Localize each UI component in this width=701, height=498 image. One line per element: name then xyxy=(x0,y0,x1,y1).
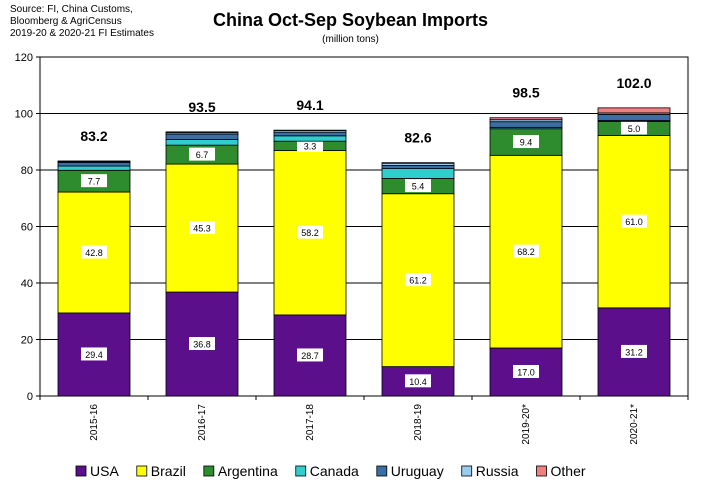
data-label: 7.7 xyxy=(88,177,101,187)
data-label-box xyxy=(405,179,431,193)
x-tick-label: 2019-20* xyxy=(521,404,532,445)
data-label-box xyxy=(621,214,647,228)
source-line: Source: FI, China Customs, xyxy=(10,4,133,15)
legend-swatch-argentina xyxy=(203,465,215,477)
data-label: 5.0 xyxy=(628,124,641,134)
legend-label: Uruguay xyxy=(391,463,444,479)
data-label-box xyxy=(405,273,431,287)
data-label: 9.4 xyxy=(520,138,533,148)
data-label-box xyxy=(513,135,539,149)
data-label-box xyxy=(81,347,107,361)
total-label: 93.5 xyxy=(188,99,215,115)
data-label: 3.3 xyxy=(304,141,317,151)
bar-segment-uruguay xyxy=(597,113,671,121)
data-label-box xyxy=(189,147,215,161)
legend-label: Other xyxy=(551,463,586,479)
source-line: 2019-20 & 2020-21 FI Estimates xyxy=(10,28,154,39)
bar-segment-uruguay xyxy=(489,121,563,128)
data-label-box xyxy=(297,138,323,152)
bar-segment-uruguay xyxy=(273,131,347,137)
data-label: 17.0 xyxy=(517,367,535,377)
chart-subtitle: (million tons) xyxy=(322,34,379,45)
data-label: 31.2 xyxy=(625,347,643,357)
data-label: 36.8 xyxy=(193,340,211,350)
legend-swatch-brazil xyxy=(136,465,148,477)
chart-title: China Oct-Sep Soybean Imports xyxy=(212,10,489,30)
legend-swatch-uruguay xyxy=(376,465,388,477)
bar-segment-uruguay xyxy=(165,133,239,140)
data-label-box xyxy=(297,348,323,362)
bar-segment-canada xyxy=(165,139,239,146)
bar-segment-other xyxy=(57,160,131,162)
bar-segment-canada xyxy=(273,135,347,142)
data-label: 68.2 xyxy=(517,247,535,257)
data-label: 28.7 xyxy=(301,351,319,361)
data-label-box xyxy=(189,221,215,235)
source-note: Source: FI, China Customs, Bloomberg & A… xyxy=(10,4,154,40)
x-tick-label: 2020-21* xyxy=(629,404,640,445)
legend-swatch-other xyxy=(536,465,547,477)
total-label: 94.1 xyxy=(296,97,323,113)
x-tick-label: 2016-17 xyxy=(197,404,208,441)
legend-label: Russia xyxy=(476,463,519,479)
data-label: 45.3 xyxy=(193,224,211,234)
data-label: 58.2 xyxy=(301,228,319,238)
y-tick-label: 60 xyxy=(21,222,33,234)
data-label: 5.4 xyxy=(412,182,425,192)
data-label: 42.8 xyxy=(85,248,103,258)
data-label: 6.7 xyxy=(196,150,209,160)
x-tick-label: 2017-18 xyxy=(305,404,316,441)
y-tick-label: 100 xyxy=(15,109,33,121)
data-label: 61.0 xyxy=(625,217,643,227)
total-label: 83.2 xyxy=(80,128,107,144)
bar-segment-other xyxy=(381,162,455,164)
legend-swatch-usa xyxy=(75,465,87,477)
data-label-box xyxy=(81,245,107,259)
data-label-box xyxy=(297,225,323,239)
legend-label: Brazil xyxy=(151,463,186,479)
bar-segment-other xyxy=(489,117,563,121)
data-label-box xyxy=(513,244,539,258)
y-tick-label: 120 xyxy=(15,52,33,64)
source-line: Bloomberg & AgriCensus xyxy=(10,16,122,27)
y-tick-label: 40 xyxy=(21,278,33,290)
data-label-box xyxy=(405,374,431,388)
data-label-box xyxy=(81,174,107,188)
bar-segment-other xyxy=(597,107,671,114)
data-label: 29.4 xyxy=(85,350,103,360)
data-label: 10.4 xyxy=(409,377,427,387)
bar-segment-other xyxy=(165,131,239,134)
legend-swatch-russia xyxy=(461,465,473,477)
total-label: 102.0 xyxy=(616,75,651,91)
data-label-box xyxy=(189,337,215,351)
legend-label: Argentina xyxy=(218,463,278,479)
bar-segment-canada xyxy=(57,165,131,171)
legend-swatch-canada xyxy=(295,465,307,477)
y-tick-label: 0 xyxy=(27,391,33,403)
legend-label: USA xyxy=(90,463,119,479)
data-label: 61.2 xyxy=(409,276,427,286)
x-tick-label: 2015-16 xyxy=(89,404,100,441)
total-label: 98.5 xyxy=(512,85,539,101)
bar-segment-uruguay xyxy=(57,161,131,167)
data-label-box xyxy=(621,121,647,135)
x-tick-label: 2018-19 xyxy=(413,404,424,441)
total-label: 82.6 xyxy=(404,130,431,146)
y-tick-label: 80 xyxy=(21,165,33,177)
bar-segment-uruguay xyxy=(381,165,455,169)
data-label-box xyxy=(513,364,539,378)
data-label-box xyxy=(621,344,647,358)
y-tick-label: 20 xyxy=(21,335,33,347)
bar-segment-canada xyxy=(381,168,455,179)
legend-label: Canada xyxy=(310,463,359,479)
